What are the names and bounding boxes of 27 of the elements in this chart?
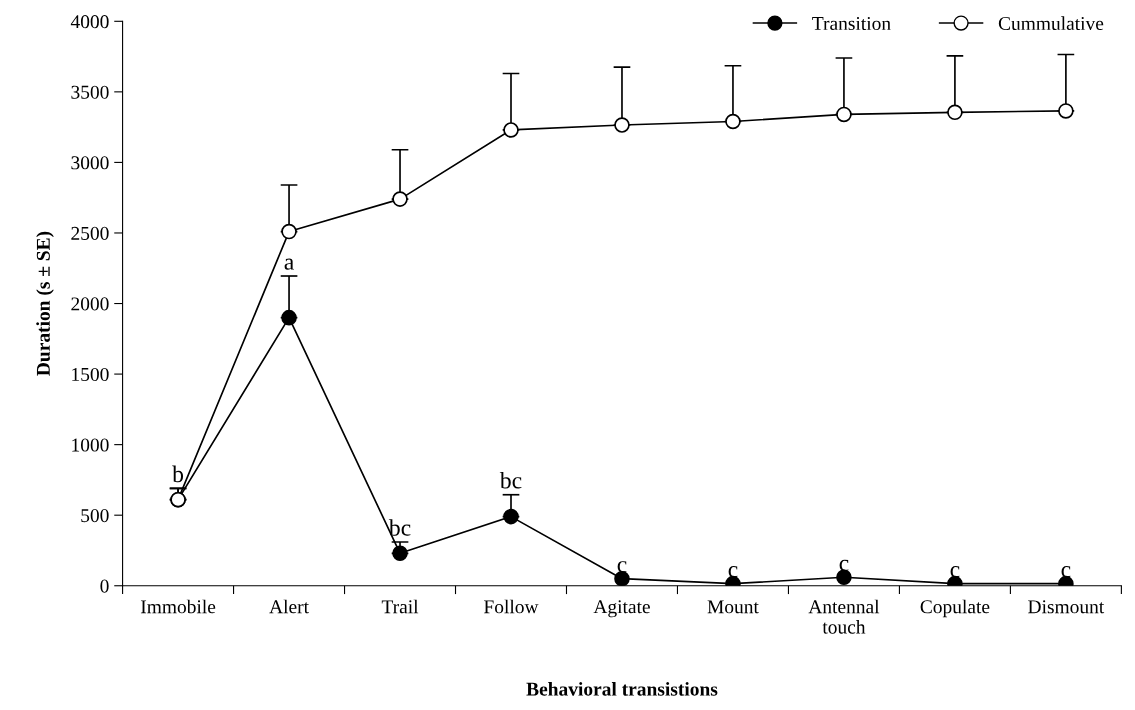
annotation: a (284, 258, 294, 270)
annotation: b (172, 465, 184, 483)
y-tick-label: 0 (100, 579, 109, 593)
x-tick-label: Dismount (1028, 600, 1105, 614)
x-tick-label: Trail (381, 599, 419, 614)
y-tick-label: 3500 (71, 85, 109, 99)
y-tick-label: 2500 (71, 226, 109, 240)
annotation: bc (388, 519, 411, 536)
x-tick-label: Copulate (920, 599, 990, 618)
y-axis-title: Duration (s ± SE) (36, 231, 54, 376)
legend-label: Cummulative (998, 16, 1104, 31)
annotation: c (617, 561, 627, 573)
x-tick-label: Follow (484, 599, 539, 614)
legend-label: Transition (812, 16, 891, 31)
x-tick-label: Agitate (593, 600, 650, 618)
x-tick-label: Alert (269, 599, 309, 614)
x-tick-label: Immobile (140, 599, 216, 614)
x-axis-title: Behavioral transistions (526, 682, 718, 696)
y-tick-label: 1500 (72, 367, 109, 382)
x-tick-label: Antennal touch (808, 599, 880, 634)
y-tick-label: 3000 (71, 156, 109, 170)
x-tick-label: Mount (707, 600, 759, 614)
y-tick-label: 500 (81, 509, 109, 523)
y-tick-label: 1000 (72, 438, 109, 452)
annotation: bc (499, 471, 522, 489)
y-tick-label: 2000 (71, 297, 109, 311)
y-tick-label: 4000 (70, 15, 109, 29)
